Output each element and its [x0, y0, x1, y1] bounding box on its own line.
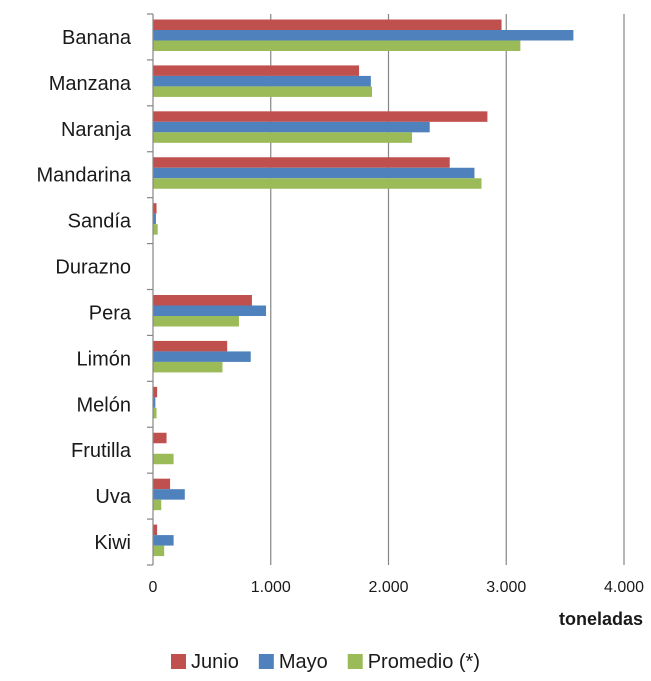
bar: [153, 432, 167, 444]
bar: [153, 407, 157, 419]
category-label: Banana: [62, 27, 132, 49]
legend-label: Junio: [191, 651, 239, 673]
bar: [153, 111, 488, 122]
category-label: Sandía: [68, 211, 132, 233]
bars: [153, 19, 574, 557]
legend-swatch: [171, 654, 187, 669]
bar: [153, 121, 430, 133]
legend-swatch: [258, 654, 274, 669]
x-tick-label: 4.000: [604, 579, 644, 596]
bar: [153, 351, 251, 362]
x-axis-title: toneladas: [559, 609, 643, 629]
bar: [153, 30, 574, 41]
x-tick-label: 0: [149, 579, 158, 596]
bar: [153, 545, 165, 557]
legend-label: Promedio (*): [368, 651, 480, 673]
bar: [153, 167, 475, 179]
category-label: Mandarina: [36, 165, 131, 187]
bar: [153, 340, 228, 352]
category-label: Pera: [89, 302, 132, 324]
bar: [153, 86, 373, 97]
category-label: Limón: [77, 348, 131, 370]
category-label: Durazno: [55, 257, 131, 279]
category-label: Frutilla: [71, 440, 132, 462]
bar: [153, 132, 413, 143]
x-tick-label: 1.000: [251, 579, 291, 596]
category-label: Naranja: [61, 119, 132, 141]
x-tick-label: 3.000: [486, 579, 526, 596]
category-label: Melón: [77, 394, 131, 416]
category-label: Kiwi: [94, 532, 131, 554]
bar: [153, 478, 171, 490]
bar: [153, 499, 162, 511]
category-label: Manzana: [49, 73, 132, 95]
bar: [153, 305, 267, 316]
bar: [153, 397, 156, 408]
x-tick-label: 2.000: [368, 579, 408, 596]
bar: [153, 40, 521, 51]
grid-lines: [270, 14, 625, 565]
bar: [153, 316, 239, 327]
bar: [153, 489, 185, 500]
bar: [153, 75, 371, 87]
bar: [153, 224, 158, 235]
bar: [153, 19, 502, 30]
tick-labels: 0 1.000 2.000 3.000 4.000: [149, 579, 645, 596]
bar: [153, 386, 158, 398]
bar: [153, 524, 158, 536]
bar: [153, 203, 157, 214]
legend-label: Mayo: [279, 651, 328, 673]
category-labels: Banana Manzana Naranja Mandarina Sandía Duraz…: [36, 27, 131, 554]
legend-swatch: [347, 654, 363, 669]
category-label: Uva: [95, 486, 131, 508]
bar: [153, 535, 174, 546]
bar: [153, 453, 174, 465]
bar: [153, 65, 360, 76]
bar: [153, 213, 156, 225]
legend: Junio Mayo Promedio (*): [171, 651, 480, 673]
axes: [147, 13, 154, 566]
bar: [153, 361, 223, 373]
bar: [153, 295, 252, 306]
bar: [153, 157, 450, 168]
bar: [153, 178, 482, 189]
